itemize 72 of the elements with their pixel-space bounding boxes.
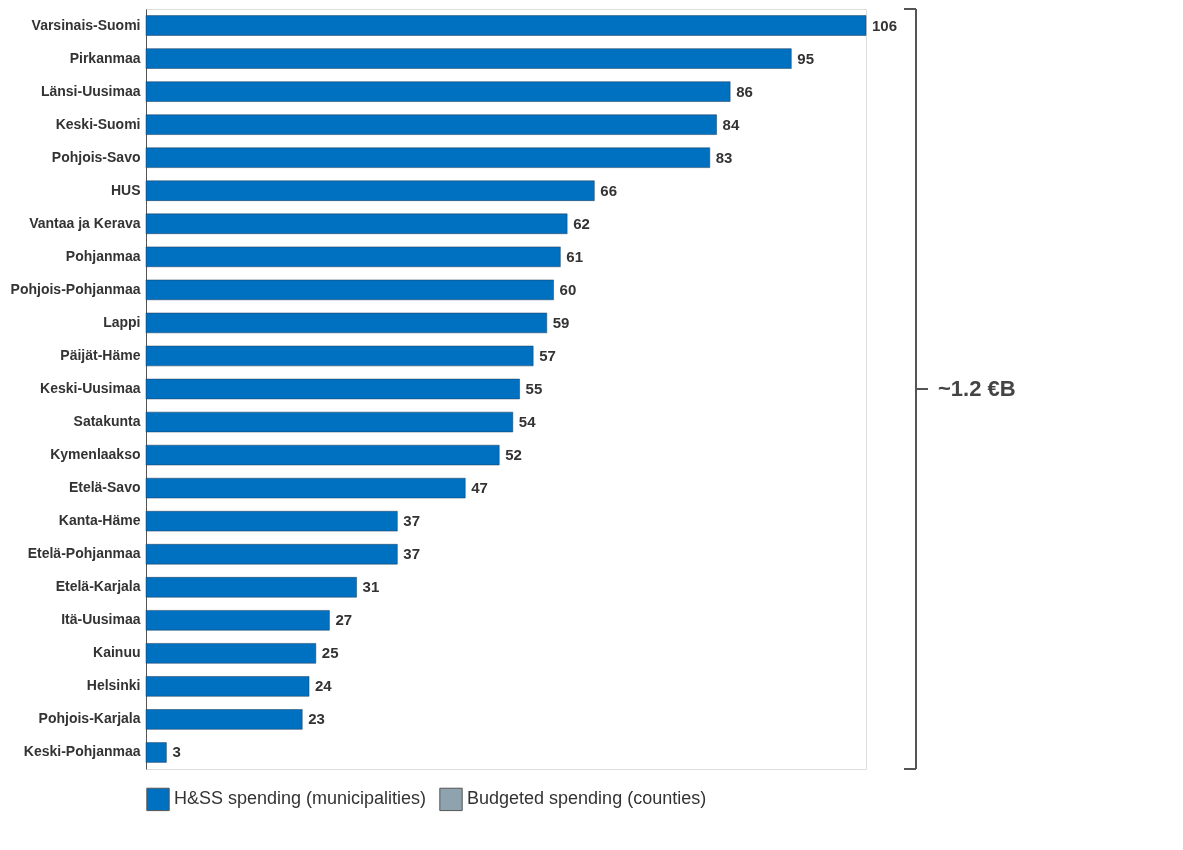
data-label: 57 xyxy=(539,346,556,364)
y-tick-label: Pohjois-Karjala xyxy=(38,710,141,727)
bar xyxy=(145,279,554,301)
data-label: 61 xyxy=(566,247,584,265)
y-tick-label: Kainuu xyxy=(93,644,141,661)
bar xyxy=(145,15,867,36)
data-label: 27 xyxy=(335,611,353,629)
y-tick-label: Lappi xyxy=(103,313,141,330)
data-label: 37 xyxy=(403,512,421,530)
data-label: 24 xyxy=(315,677,333,695)
y-tick-label: Keski-Uusimaa xyxy=(40,380,141,396)
bar xyxy=(145,577,357,598)
data-label: 106 xyxy=(872,16,898,34)
bar xyxy=(145,676,310,697)
y-tick-label: Keski-Suomi xyxy=(55,115,141,132)
y-tick-label: HUS xyxy=(110,181,141,198)
bar xyxy=(145,378,520,400)
y-tick-label: Kanta-Häme xyxy=(58,512,141,529)
bar xyxy=(145,213,568,234)
data-label: 52 xyxy=(505,446,522,464)
y-tick-label: Pirkanmaa xyxy=(69,49,141,66)
y-tick-label: Päijät-Häme xyxy=(60,346,141,363)
y-tick-label: Pohjanmaa xyxy=(65,247,141,264)
data-label: 55 xyxy=(525,380,543,397)
y-tick-label: Vantaa ja Kerava xyxy=(29,214,141,231)
bar xyxy=(145,246,561,267)
y-tick-label: Satakunta xyxy=(73,413,141,430)
bar xyxy=(145,709,303,730)
y-tick-label: Etelä-Karjala xyxy=(55,578,141,595)
bar xyxy=(145,180,595,201)
bar xyxy=(145,147,711,168)
bar xyxy=(145,610,330,631)
y-tick-label: Etelä-Savo xyxy=(68,479,141,496)
bar xyxy=(145,114,717,135)
data-label: 83 xyxy=(715,148,733,166)
legend-label: H&SS spending (municipalities) xyxy=(174,788,427,809)
y-tick-label: Pohjois-Pohjanmaa xyxy=(10,280,141,297)
y-tick-label: Kymenlaakso xyxy=(50,446,141,463)
data-label: 60 xyxy=(559,280,577,298)
data-label: 25 xyxy=(321,644,339,662)
y-tick-label: Pohjois-Savo xyxy=(51,148,141,165)
y-tick-label: Varsinais-Suomi xyxy=(31,16,141,33)
y-tick-label: Helsinki xyxy=(86,677,141,694)
data-label: 3 xyxy=(172,743,181,761)
bar xyxy=(145,48,792,69)
legend-label: Budgeted spending (counties) xyxy=(467,788,707,809)
y-tick-label: Etelä-Pohjanmaa xyxy=(27,545,141,562)
bar xyxy=(145,444,500,466)
bar xyxy=(145,742,167,763)
text: ~1.2 €B xyxy=(938,376,1016,401)
data-label: 59 xyxy=(552,313,570,331)
bar xyxy=(145,312,547,334)
bar xyxy=(145,345,534,367)
bar xyxy=(145,81,731,102)
data-label: 62 xyxy=(573,214,590,232)
data-label: 54 xyxy=(518,413,537,431)
data-label: 66 xyxy=(600,181,617,199)
bar xyxy=(145,544,398,565)
data-label: 37 xyxy=(403,545,421,563)
data-label: 47 xyxy=(471,479,488,497)
data-label: 84 xyxy=(722,115,740,133)
bar xyxy=(145,511,398,532)
data-label: 95 xyxy=(797,49,814,67)
bar xyxy=(145,411,514,433)
bar xyxy=(145,477,466,499)
y-tick-label: Itä-Uusimaa xyxy=(61,611,141,628)
data-label: 23 xyxy=(308,710,325,728)
data-label: 86 xyxy=(736,82,753,100)
data-label: 31 xyxy=(362,578,380,596)
y-tick-label: Keski-Pohjanmaa xyxy=(23,743,141,760)
y-tick-label: Länsi-Uusimaa xyxy=(40,82,141,99)
bar xyxy=(145,643,317,664)
